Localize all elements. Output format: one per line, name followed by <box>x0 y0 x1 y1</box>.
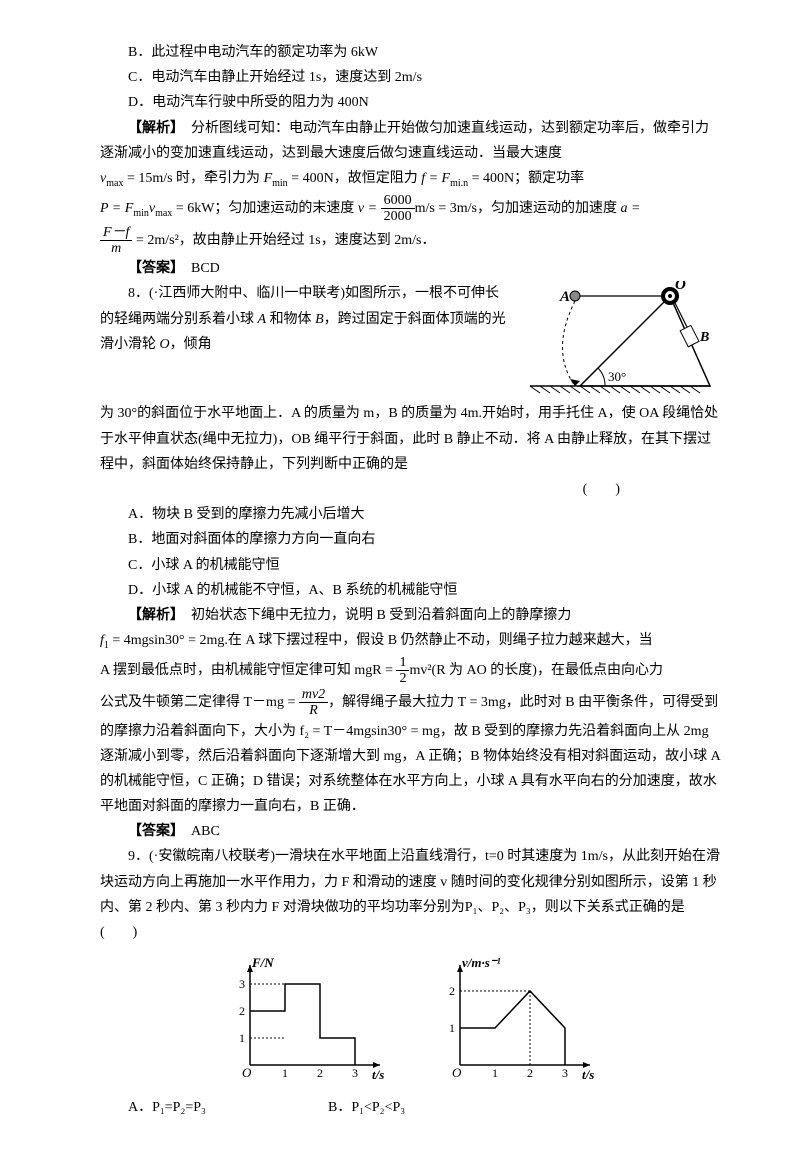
incline-diagram: O A B 30° <box>520 281 720 401</box>
q8-anal-4: 公式及牛顿第二定律得 T－mg = mv2R，解得绳子最大拉力 T = 3mg，… <box>100 687 720 820</box>
answer-label: 【答案】 <box>128 261 177 276</box>
fraction-1: 60002000 <box>381 193 415 225</box>
svg-text:2: 2 <box>317 1066 323 1080</box>
q9-stem: 9．(·安徽皖南八校联考)一滑块在水平地面上沿直线滑行，t=0 时其速度为 1m… <box>100 844 720 920</box>
q8-opt-c: C．小球 A 的机械能守恒 <box>100 553 720 578</box>
answer: 【答案】 BCD <box>100 256 720 281</box>
q8-opt-d: D．小球 A 的机械能不守恒，A、B 系统的机械能守恒 <box>100 578 720 603</box>
velocity-chart: v/m·s⁻¹ t/s O 1 2 1 2 3 <box>430 955 600 1085</box>
q9-paren: ( ) <box>100 920 720 945</box>
q8-opt-b: B．地面对斜面体的摩擦力方向一直向右 <box>100 527 720 552</box>
svg-text:2: 2 <box>527 1066 533 1080</box>
q8-answer: 【答案】 ABC <box>100 819 720 844</box>
svg-text:1: 1 <box>492 1066 498 1080</box>
svg-text:2: 2 <box>239 1004 245 1018</box>
fraction-4: mv2R <box>299 687 328 719</box>
svg-text:t/s: t/s <box>372 1067 384 1082</box>
analysis-line3: P = Fminvmax = 6kW；匀加速运动的末速度 v = 6000200… <box>100 193 720 225</box>
q8-stem-2: 为 30°的斜面位于水平地面上．A 的质量为 m，B 的质量为 4m.开始时，用… <box>100 401 720 477</box>
opt-c: C．电动汽车由静止开始经过 1s，速度达到 2m/s <box>100 65 720 90</box>
svg-text:1: 1 <box>282 1066 288 1080</box>
svg-text:F/N: F/N <box>251 955 274 970</box>
svg-text:O: O <box>242 1065 252 1080</box>
question-8: O A B 30° 8．(·江西师大附中、临川一中联考)如图所示，一根不可伸长的… <box>100 281 720 844</box>
q9-opt-a: A．P₁=P₂=P₃ <box>100 1095 300 1120</box>
opt-d: D．电动汽车行驶中所受的阻力为 400N <box>100 90 720 115</box>
svg-text:2: 2 <box>449 984 455 998</box>
svg-text:3: 3 <box>562 1066 568 1080</box>
chart-row: F/N t/s O 1 2 3 1 2 3 v/m·s⁻¹ t/s O 1 2 … <box>100 955 720 1085</box>
analysis-label: 【解析】 <box>128 121 177 136</box>
fraction-3: 12 <box>396 655 409 687</box>
svg-text:O: O <box>675 281 686 293</box>
svg-text:t/s: t/s <box>582 1067 594 1082</box>
q8-opt-a: A．物块 B 受到的摩擦力先减小后增大 <box>100 502 720 527</box>
svg-text:3: 3 <box>352 1066 358 1080</box>
paren: ( ) <box>100 477 720 502</box>
q8-anal-2: f1 = 4mgsin30° = 2mg.在 A 球下摆过程中，假设 B 仍然静… <box>100 628 720 655</box>
q8-analysis: 【解析】 初始状态下绳中无拉力，说明 B 受到沿着斜面向上的静摩擦力 <box>100 603 720 628</box>
svg-text:30°: 30° <box>608 369 626 384</box>
q9-opt-b: B．P₁<P₂<P₃ <box>300 1095 500 1120</box>
svg-text:3: 3 <box>239 977 245 991</box>
q9-opts: A．P₁=P₂=P₃ B．P₁<P₂<P₃ <box>100 1095 720 1120</box>
opt-b: B．此过程中电动汽车的额定功率为 6kW <box>100 40 720 65</box>
force-chart: F/N t/s O 1 2 3 1 2 3 <box>220 955 390 1085</box>
question-top: B．此过程中电动汽车的额定功率为 6kW C．电动汽车由静止开始经过 1s，速度… <box>100 40 720 281</box>
analysis-line2: vmax = 15m/s 时，牵引力为 Fmin = 400N，故恒定阻力 f … <box>100 166 720 193</box>
q8-anal-3: A 摆到最低点时，由机械能守恒定律可知 mgR = 12mv²(R 为 AO 的… <box>100 655 720 687</box>
svg-text:O: O <box>452 1065 462 1080</box>
fraction-2: F－fm <box>100 225 132 257</box>
svg-text:1: 1 <box>239 1031 245 1045</box>
svg-text:v/m·s⁻¹: v/m·s⁻¹ <box>462 955 501 970</box>
analysis-line4: F－fm = 2m/s²，故由静止开始经过 1s，速度达到 2m/s． <box>100 225 720 257</box>
question-9: 9．(·安徽皖南八校联考)一滑块在水平地面上沿直线滑行，t=0 时其速度为 1m… <box>100 844 720 1120</box>
svg-text:B: B <box>699 330 709 345</box>
svg-text:A: A <box>559 289 570 305</box>
svg-text:1: 1 <box>449 1021 455 1035</box>
incline-svg: O A B 30° <box>520 281 720 401</box>
analysis: 【解析】 分析图线可知：电动汽车由静止开始做匀加速直线运动，达到额定功率后，做牵… <box>100 116 720 166</box>
